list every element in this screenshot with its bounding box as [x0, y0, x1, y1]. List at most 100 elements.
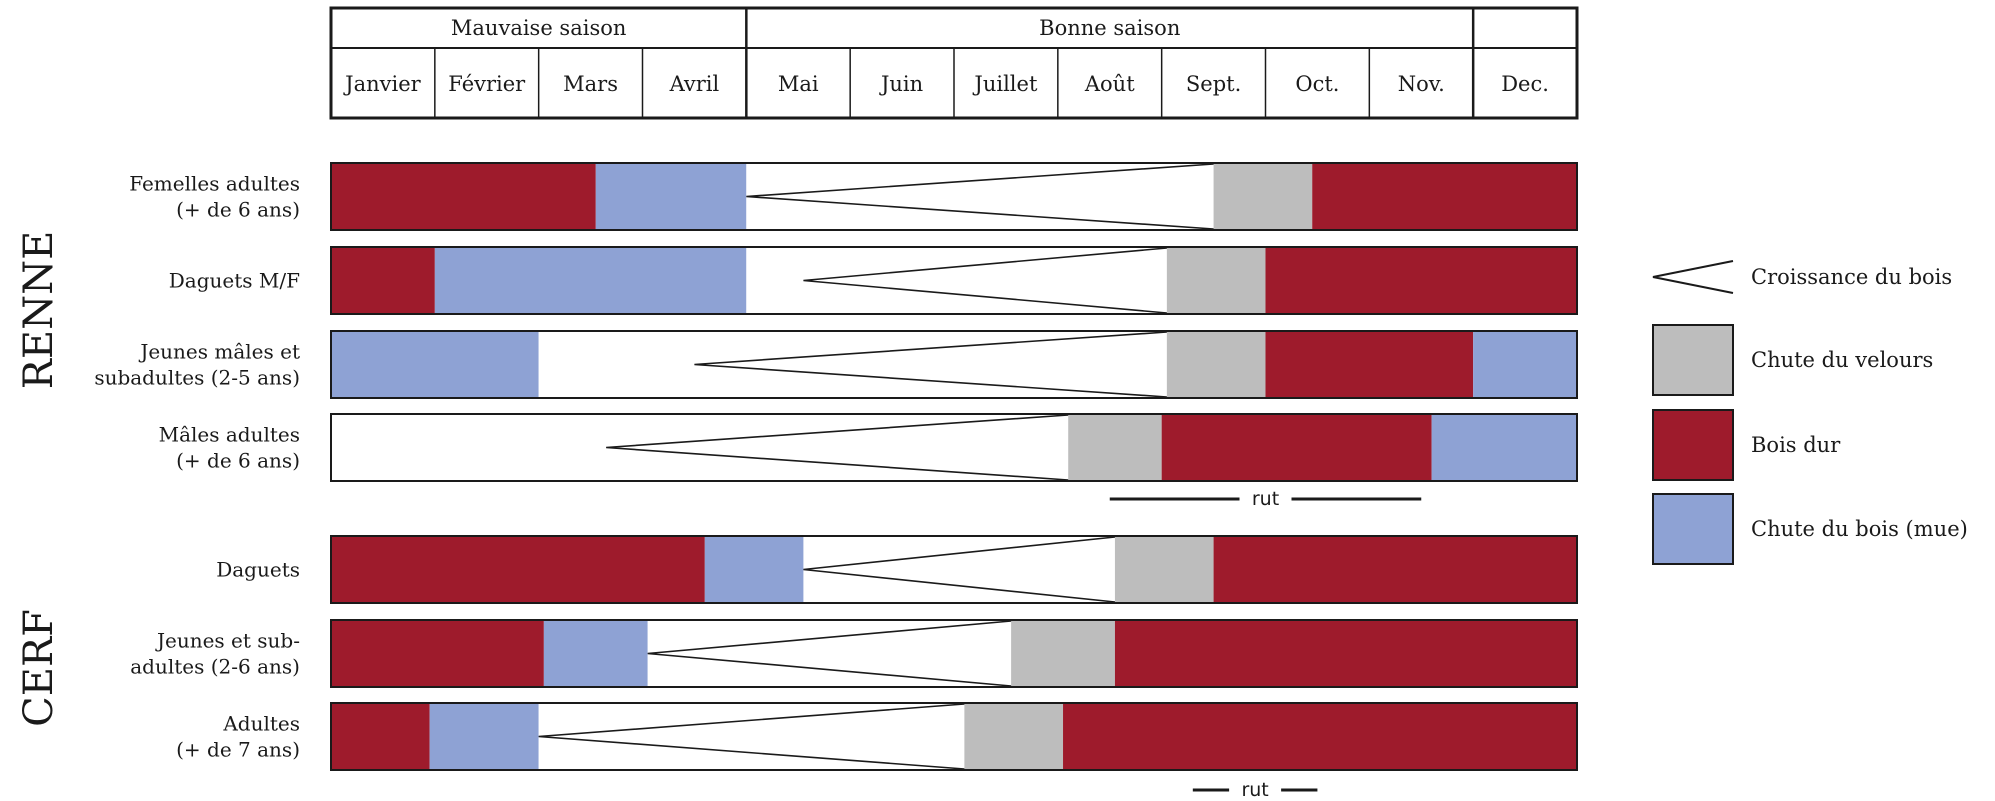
- row-frame: [330, 535, 1578, 604]
- row-label: (+ de 6 ans): [176, 198, 300, 222]
- segment-velours: [1068, 414, 1162, 481]
- row-frame: [330, 702, 1578, 771]
- row-label: Adultes: [222, 712, 300, 736]
- season-label: Bonne saison: [1039, 16, 1180, 40]
- segment-mue: [704, 536, 804, 603]
- timeline-rows: Femelles adultes(+ de 6 ans)Daguets M/FJ…: [94, 162, 1578, 771]
- rut-label: rut: [1241, 779, 1268, 801]
- segment-croissance: [538, 331, 1167, 398]
- legend-item: Croissance du bois: [1652, 260, 1952, 294]
- month-label: Juin: [879, 72, 923, 96]
- segment-croissance: [538, 703, 965, 770]
- rut-label: rut: [1252, 488, 1279, 510]
- growth-wedge: [803, 247, 1167, 314]
- legend-growth-icon: [1652, 260, 1734, 294]
- growth-wedge: [746, 163, 1214, 230]
- growth-wedge: [803, 536, 1116, 603]
- growth-wedge: [606, 414, 1069, 481]
- legend-swatch-velours: [1652, 324, 1734, 396]
- timeline-row: Jeunes et sub-adultes (2-6 ans): [130, 619, 1578, 688]
- timeline-row: Mâles adultes(+ de 6 ans): [159, 413, 1578, 482]
- month-label: Oct.: [1295, 72, 1339, 96]
- row-label: Femelles adultes: [129, 172, 300, 196]
- segment-croissance: [746, 247, 1167, 314]
- month-label: Dec.: [1501, 72, 1549, 96]
- segment-mue: [331, 331, 539, 398]
- month-label: Juillet: [972, 72, 1038, 96]
- row-label: Mâles adultes: [159, 423, 300, 447]
- row-frame: [330, 162, 1578, 231]
- segment-croissance: [746, 163, 1214, 230]
- growth-wedge: [538, 703, 965, 770]
- segment-velours: [1166, 331, 1266, 398]
- segment-velours: [1011, 620, 1115, 687]
- timeline-row: Femelles adultes(+ de 6 ans): [129, 162, 1578, 231]
- row-frame: [330, 413, 1578, 482]
- month-label: Mars: [563, 72, 618, 96]
- segment-bois-dur: [331, 163, 596, 230]
- month-label: Nov.: [1398, 72, 1445, 96]
- segment-bois-dur: [331, 620, 544, 687]
- month-label: Août: [1084, 72, 1135, 96]
- segment-mue: [434, 247, 747, 314]
- row-frame: [330, 246, 1578, 315]
- legend-label: Chute du velours: [1751, 348, 1933, 372]
- segment-bois-dur: [1161, 414, 1432, 481]
- segment-bois-dur: [331, 536, 705, 603]
- growth-wedge: [694, 331, 1167, 398]
- segment-mue: [543, 620, 648, 687]
- row-label: Jeunes mâles et: [138, 340, 300, 364]
- row-label: Daguets M/F: [169, 269, 300, 293]
- timeline-row: Adultes(+ de 7 ans): [176, 702, 1578, 771]
- legend-label: Bois dur: [1751, 433, 1841, 457]
- segment-bois-dur: [1265, 247, 1577, 314]
- segment-mue: [1431, 414, 1577, 481]
- legend-label: Chute du bois (mue): [1751, 517, 1968, 541]
- species-labels: RENNE CERF: [16, 231, 62, 727]
- month-label: Février: [448, 72, 526, 96]
- month-label: Sept.: [1186, 72, 1241, 96]
- row-label: adultes (2-6 ans): [130, 655, 300, 679]
- segment-velours: [1166, 247, 1266, 314]
- segment-croissance: [647, 620, 1012, 687]
- growth-wedge: [647, 620, 1012, 687]
- rut-indicator: rut: [1109, 488, 1422, 510]
- row-label: (+ de 7 ans): [176, 738, 300, 762]
- segment-bois-dur: [1114, 620, 1577, 687]
- month-label: Mai: [778, 72, 819, 96]
- legend-item: Chute du bois (mue): [1652, 493, 1968, 565]
- legend: Croissance du bois Chute du velours Bois d…: [1652, 260, 1968, 565]
- segment-bois-dur: [1265, 331, 1474, 398]
- segment-bois-dur: [1312, 163, 1577, 230]
- segment-velours: [964, 703, 1064, 770]
- segment-mue: [595, 163, 747, 230]
- segment-velours: [1213, 163, 1313, 230]
- timeline-row: Daguets M/F: [169, 246, 1578, 315]
- segment-bois-dur: [331, 703, 430, 770]
- species-label: CERF: [16, 609, 62, 727]
- row-label: Jeunes et sub-: [155, 629, 300, 653]
- timeline-row: Daguets: [216, 535, 1578, 604]
- month-label: Janvier: [343, 72, 421, 96]
- segment-bois-dur: [1063, 703, 1577, 770]
- segment-croissance: [331, 414, 1069, 481]
- segment-velours: [1114, 536, 1214, 603]
- rut-indicators: rut rut: [1109, 488, 1422, 801]
- month-label: Avril: [669, 72, 720, 96]
- legend-item: Bois dur: [1652, 409, 1841, 481]
- species-label: RENNE: [16, 231, 62, 390]
- row-label: Daguets: [216, 558, 300, 582]
- segment-croissance: [803, 536, 1115, 603]
- legend-swatch-mue: [1652, 493, 1734, 565]
- season-label: Mauvaise saison: [451, 16, 627, 40]
- legend-item: Chute du velours: [1652, 324, 1933, 396]
- row-label: (+ de 6 ans): [176, 449, 300, 473]
- segment-bois-dur: [331, 247, 435, 314]
- legend-label: Croissance du bois: [1751, 265, 1952, 289]
- segment-mue: [1473, 331, 1577, 398]
- segment-mue: [429, 703, 539, 770]
- calendar-header: Mauvaise saison Bonne saison Janvier Févrie…: [329, 6, 1579, 120]
- row-frame: [330, 619, 1578, 688]
